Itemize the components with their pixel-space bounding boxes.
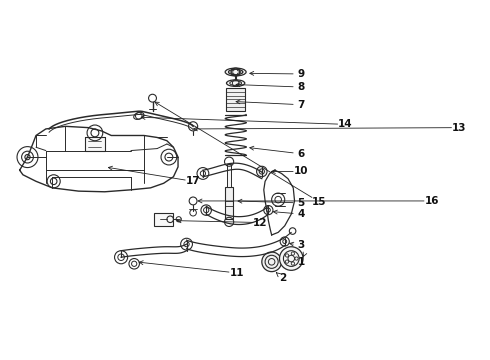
- Text: 9: 9: [297, 69, 305, 79]
- Ellipse shape: [225, 68, 246, 76]
- Ellipse shape: [226, 80, 245, 86]
- Text: 5: 5: [297, 198, 305, 208]
- Circle shape: [262, 252, 281, 272]
- Text: 15: 15: [312, 197, 326, 207]
- Text: 2: 2: [279, 273, 286, 283]
- Text: 17: 17: [186, 176, 200, 186]
- Text: 11: 11: [230, 268, 244, 278]
- Text: 14: 14: [338, 120, 353, 129]
- Polygon shape: [85, 138, 105, 150]
- Text: 12: 12: [253, 217, 268, 228]
- Text: 3: 3: [297, 240, 305, 251]
- Bar: [227, 164, 231, 186]
- Text: 10: 10: [294, 166, 308, 176]
- Circle shape: [257, 166, 267, 177]
- Bar: [225, 186, 233, 219]
- Text: 8: 8: [297, 82, 305, 92]
- Text: 7: 7: [297, 100, 305, 110]
- Text: 16: 16: [425, 196, 439, 206]
- Bar: [226, 88, 245, 111]
- Text: 4: 4: [297, 209, 305, 219]
- Circle shape: [279, 247, 303, 270]
- Bar: [154, 213, 173, 226]
- Text: 1: 1: [297, 257, 305, 267]
- Text: 6: 6: [297, 149, 305, 159]
- Text: 13: 13: [452, 123, 467, 132]
- Circle shape: [25, 154, 30, 160]
